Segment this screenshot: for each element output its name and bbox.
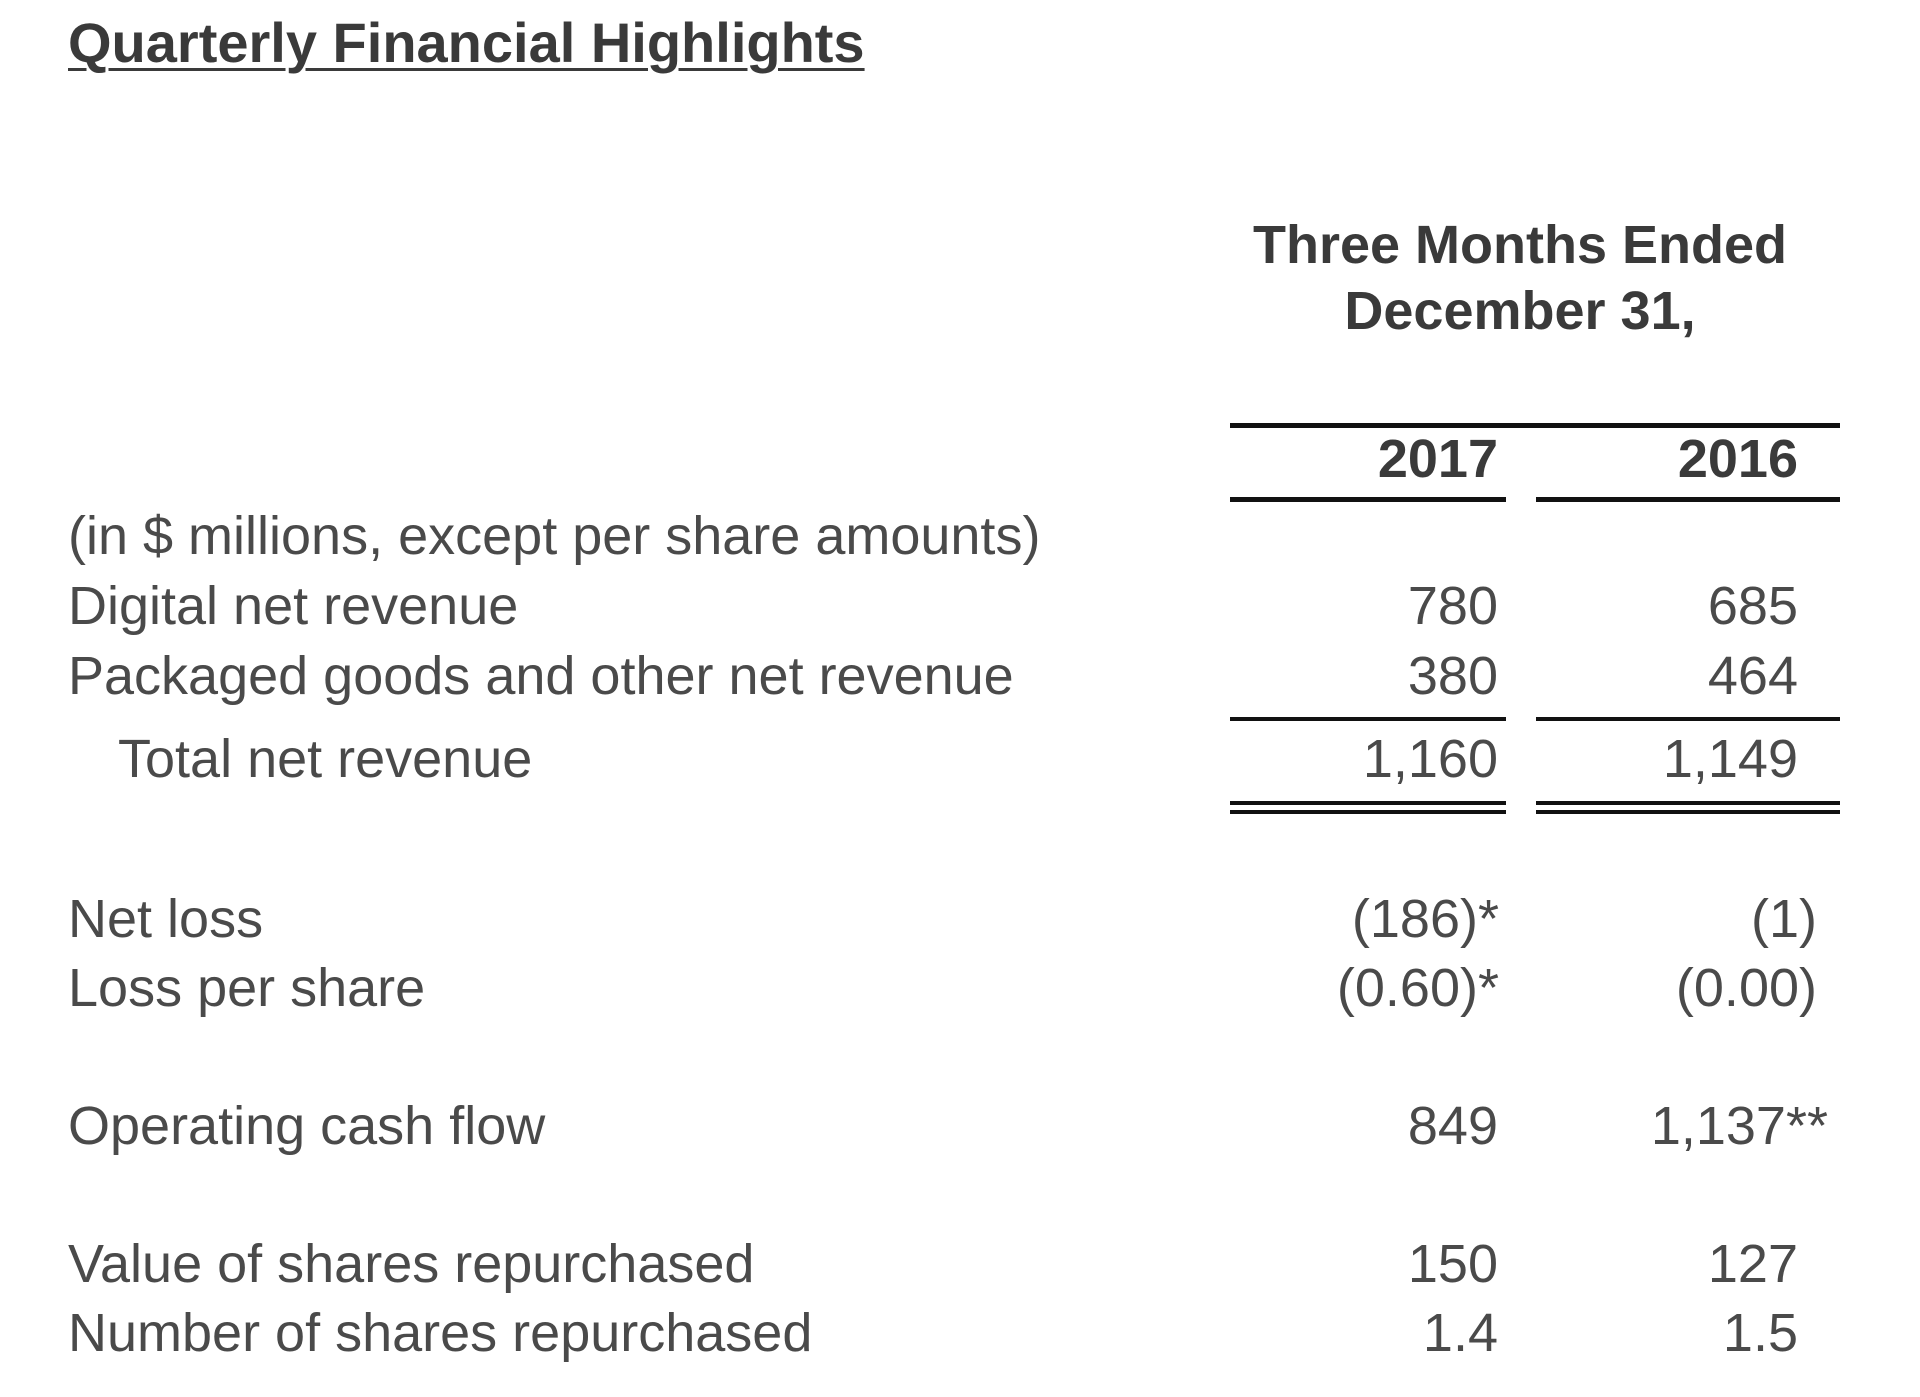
row-label-loss-per-share: Loss per share	[68, 958, 426, 1018]
value-value-repurchased-2016: 127	[1707, 1234, 1798, 1294]
value-value-repurchased-2017: 150	[1407, 1234, 1498, 1294]
total-double-rule-2016-b	[1536, 810, 1840, 814]
header-top-rule	[1230, 423, 1840, 428]
value-number-repurchased-2016: 1.5	[1722, 1303, 1798, 1363]
row-label-digital: Digital net revenue	[68, 576, 519, 636]
subtotal-rule-2016	[1536, 717, 1840, 721]
value-operating-cash-flow-2016: 1,137**	[1650, 1096, 1828, 1156]
row-label-value-repurchased: Value of shares repurchased	[68, 1234, 755, 1294]
row-label-net-loss: Net loss	[68, 889, 264, 949]
row-label-total: Total net revenue	[118, 729, 533, 789]
total-double-rule-2016-a	[1536, 801, 1840, 805]
value-packaged-2017: 380	[1407, 646, 1498, 706]
value-net-loss-2016: (1)	[1751, 889, 1817, 949]
page-title: Quarterly Financial Highlights	[68, 11, 865, 74]
value-loss-per-share-2017: (0.60)*	[1336, 958, 1499, 1018]
year-2016-header: 2016	[1677, 429, 1798, 489]
year-2017-header: 2017	[1377, 429, 1498, 489]
value-number-repurchased-2017: 1.4	[1422, 1303, 1498, 1363]
value-total-2016: 1,149	[1662, 729, 1798, 789]
value-operating-cash-flow-2017: 849	[1407, 1096, 1498, 1156]
value-total-2017: 1,160	[1362, 729, 1498, 789]
year-2016-underline	[1536, 497, 1840, 502]
row-label-number-repurchased: Number of shares repurchased	[68, 1303, 813, 1363]
value-net-loss-2017: (186)*	[1351, 889, 1499, 949]
value-digital-2016: 685	[1707, 576, 1798, 636]
period-header-line1: Three Months Ended	[1252, 215, 1787, 275]
value-packaged-2016: 464	[1707, 646, 1798, 706]
total-double-rule-2017-a	[1230, 801, 1506, 805]
period-header-line2: December 31,	[1344, 281, 1696, 341]
row-label-operating-cash-flow: Operating cash flow	[68, 1096, 546, 1156]
period-header: Three Months Ended December 31,	[1200, 212, 1840, 344]
row-label-packaged: Packaged goods and other net revenue	[68, 646, 1014, 706]
total-double-rule-2017-b	[1230, 810, 1506, 814]
year-2017-underline	[1230, 497, 1506, 502]
value-digital-2017: 780	[1407, 576, 1498, 636]
value-loss-per-share-2016: (0.00)	[1675, 958, 1817, 1018]
units-note: (in $ millions, except per share amounts…	[68, 506, 1041, 566]
subtotal-rule-2017	[1230, 717, 1506, 721]
